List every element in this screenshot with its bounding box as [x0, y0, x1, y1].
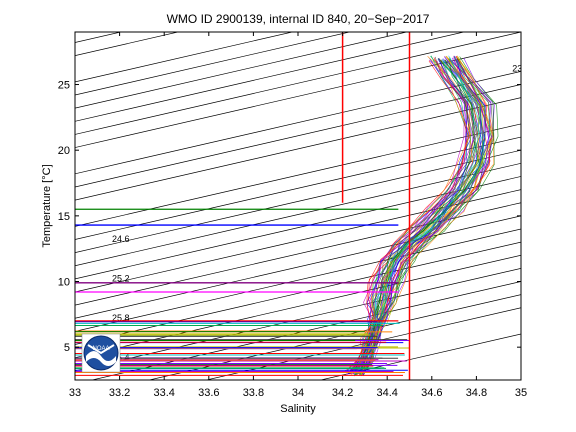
density-contour-label: 26.4 — [112, 352, 130, 362]
density-contour-line — [75, 176, 521, 280]
density-contour-line — [75, 32, 294, 83]
profile-trace — [356, 57, 494, 376]
x-tick-label: 33 — [69, 387, 81, 399]
density-contour-line — [75, 136, 521, 240]
density-contour-label: 23.4 — [512, 63, 530, 73]
density-contour-line — [75, 32, 409, 109]
y-tick-label: 25 — [58, 80, 70, 92]
profile-traces — [75, 55, 499, 377]
x-tick-label: 33.4 — [153, 387, 174, 399]
x-tick-label: 35 — [515, 387, 527, 399]
density-contour-label: 24.6 — [112, 234, 130, 244]
x-tick-label: 33.6 — [198, 387, 219, 399]
x-tick-label: 34 — [292, 387, 304, 399]
density-contour-line — [75, 149, 521, 253]
profile-trace — [359, 55, 494, 376]
y-axis-ticks: 5 10 15 20 25 — [58, 80, 521, 354]
density-contour-label: 25.2 — [112, 274, 130, 284]
profile-trace — [354, 56, 471, 374]
density-contour-line — [75, 32, 521, 135]
y-axis-label: Temperature [°C] — [41, 164, 53, 247]
profile-trace — [362, 58, 494, 373]
density-contour-line — [75, 32, 352, 96]
red-reference-lines — [341, 32, 411, 380]
y-tick-label: 5 — [64, 342, 70, 354]
profile-trace — [359, 56, 491, 376]
horizontal-lines — [75, 208, 399, 322]
y-tick-label: 15 — [58, 211, 70, 223]
profile-trace — [354, 59, 492, 373]
y-tick-label: 10 — [58, 277, 70, 289]
profile-trace — [362, 57, 495, 377]
profile-trace — [353, 58, 468, 375]
x-tick-label: 34.2 — [332, 387, 353, 399]
x-tick-label: 34.6 — [421, 387, 442, 399]
x-tick-label: 34.8 — [466, 387, 487, 399]
x-tick-label: 34.4 — [376, 387, 397, 399]
x-tick-label: 33.8 — [243, 387, 264, 399]
density-contour-line — [75, 32, 466, 122]
x-tick-label: 33.2 — [109, 387, 130, 399]
density-contour-line — [75, 202, 521, 306]
noaa-logo-text: NOAA — [92, 346, 109, 352]
density-contour-line — [75, 162, 521, 267]
y-tick-label: 20 — [58, 145, 70, 157]
density-contour-line — [319, 333, 521, 380]
chart-title: WMO ID 2900139, internal ID 840, 20−Sep−… — [167, 12, 430, 26]
density-contour-label: 25.8 — [112, 313, 130, 323]
noaa-logo: NOAA — [81, 333, 121, 373]
profile-trace — [355, 56, 475, 372]
density-contour-line — [75, 71, 521, 175]
profile-trace — [361, 56, 495, 373]
profile-trace — [355, 58, 481, 374]
density-contour-line — [75, 44, 521, 148]
x-axis-label: Salinity — [280, 403, 316, 415]
density-contour-line — [75, 123, 521, 227]
x-axis-ticks: 33 33.2 33.4 33.6 33.8 34 34.2 34.4 34.6 34.8 35 — [69, 32, 527, 399]
